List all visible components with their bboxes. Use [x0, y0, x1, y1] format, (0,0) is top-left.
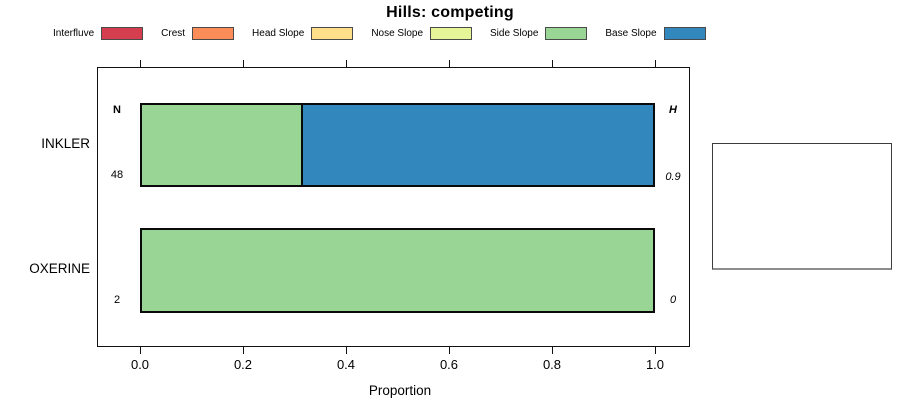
legend-label: Nose Slope: [371, 27, 424, 39]
axis-tick: [139, 347, 141, 354]
chart-title: Hills: competing: [386, 4, 514, 21]
legend-item-base-slope: Base Slope: [605, 26, 706, 40]
legend-swatch-interfluve: [101, 26, 144, 40]
legend-swatch-side-slope: [545, 26, 588, 40]
legend-swatch-head-slope: [311, 26, 354, 40]
x-tick-label: 0.6: [439, 357, 459, 372]
legend-item-interfluve: Interfluve: [53, 26, 144, 40]
x-tick-label: 0.4: [336, 357, 356, 372]
legend-item-side-slope: Side Slope: [490, 26, 588, 40]
x-axis-title: Proportion: [368, 383, 432, 398]
annotation-h-inkler: 0.9: [665, 171, 681, 183]
bar-segment-side-slope: [142, 105, 302, 185]
y-axis-label-oxerine: OXERINE: [29, 261, 90, 276]
axis-tick: [448, 60, 450, 67]
axis-tick: [448, 347, 450, 354]
annotation-n-oxerine: 2: [113, 294, 121, 306]
axis-tick: [345, 60, 347, 67]
legend-item-nose-slope: Nose Slope: [371, 26, 473, 40]
annotation-n-inkler: 48: [110, 169, 124, 181]
legend-label: Head Slope: [252, 27, 305, 39]
legend-label: Crest: [161, 27, 186, 39]
legend-label: Interfluve: [53, 27, 95, 39]
legend-label: Side Slope: [490, 27, 539, 39]
axis-tick: [654, 347, 656, 354]
axis-tick: [139, 60, 141, 67]
legend-item-head-slope: Head Slope: [252, 26, 354, 40]
x-tick-label: 0.8: [542, 357, 562, 372]
legend-swatch-nose-slope: [430, 26, 473, 40]
annotation-h-oxerine: 0: [669, 294, 677, 306]
axis-tick: [551, 60, 553, 67]
axis-tick: [242, 60, 244, 67]
bar-inkler: [140, 103, 655, 187]
x-tick-label: 0.2: [233, 357, 253, 372]
bar-segment-side-slope: [142, 230, 653, 311]
annotation-h-header: H: [669, 104, 677, 116]
bar-segment-base-slope: [301, 105, 653, 185]
axis-tick: [654, 60, 656, 67]
axis-tick: [345, 347, 347, 354]
legend-swatch-base-slope: [663, 26, 706, 40]
annotation-n-header: N: [113, 104, 121, 116]
legend-label: Base Slope: [605, 27, 657, 39]
axis-tick: [242, 347, 244, 354]
bar-oxerine: [140, 228, 655, 313]
empty-key-box: [712, 143, 892, 270]
y-axis-label-inkler: INKLER: [41, 136, 90, 151]
axis-tick: [551, 347, 553, 354]
legend: Interfluve Crest Head Slope Nose Slope S…: [53, 25, 706, 41]
legend-swatch-crest: [192, 26, 235, 40]
legend-item-crest: Crest: [161, 26, 235, 40]
x-tick-label: 0.0: [130, 357, 150, 372]
x-tick-label: 1.0: [645, 357, 665, 372]
